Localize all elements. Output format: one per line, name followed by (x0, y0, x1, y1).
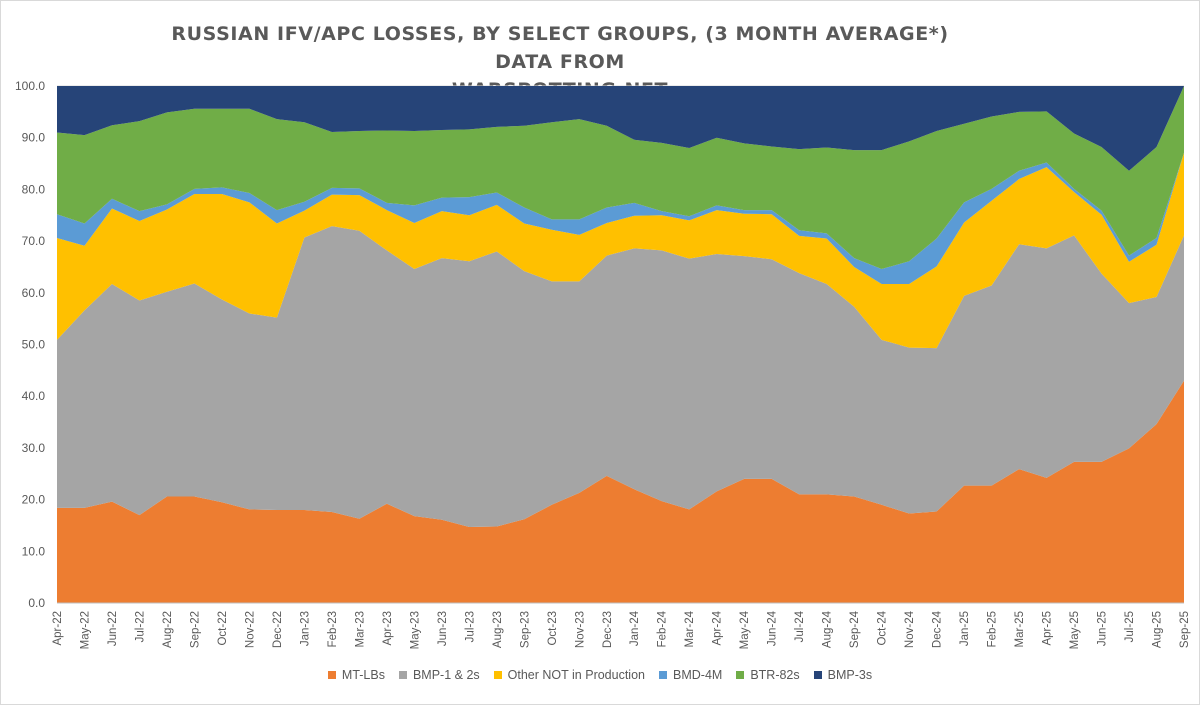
legend-item-other-not-in-production: Other NOT in Production (493, 668, 645, 682)
legend-item-bmd-4m: BMD-4M (659, 668, 722, 682)
x-tick-label: Feb-24 (657, 610, 669, 647)
y-tick-label: 40.0 (22, 389, 46, 403)
x-tick-label: Mar-23 (354, 611, 366, 647)
legend-swatch (327, 671, 336, 679)
x-tick-label: Jun-25 (1097, 611, 1109, 646)
legend-swatch (493, 671, 502, 679)
x-tick-label: Aug-22 (162, 611, 174, 648)
x-tick-label: Oct-23 (547, 611, 559, 646)
y-tick-label: 60.0 (22, 286, 46, 300)
stacked-areas (57, 86, 1184, 603)
area-mt-lbs (57, 380, 1184, 603)
x-tick-label: Jan-25 (959, 611, 971, 646)
legend-swatch (736, 671, 745, 679)
y-tick-label: 10.0 (22, 544, 46, 558)
x-tick-label: May-22 (79, 611, 91, 649)
x-tick-label: Dec-24 (932, 610, 944, 648)
x-tick-label: Feb-25 (987, 611, 999, 647)
y-axis-ticks: 0.0 10.0 20.0 30.0 40.0 50.0 60.0 70.0 80.0 90.0 1… (15, 79, 45, 610)
y-tick-label: 70.0 (22, 234, 46, 248)
x-tick-label: Nov-23 (574, 611, 586, 648)
x-tick-label: Sep-22 (189, 611, 201, 648)
legend-swatch (398, 671, 407, 679)
legend-swatch (659, 671, 667, 679)
x-tick-label: May-24 (739, 610, 751, 649)
x-tick-label: Mar-24 (684, 610, 696, 647)
legend-swatch (813, 671, 822, 679)
area-other-not-in-production (57, 152, 1184, 349)
x-axis-ticks: Apr-22 May-22 Jun-22 Jul-22 Aug-22 Sep-22 Oct-… (52, 610, 1191, 649)
x-tick-label: Dec-22 (272, 611, 284, 648)
legend-label: BMP-1 & 2s (412, 668, 480, 682)
x-tick-label: Mar-25 (1014, 611, 1026, 647)
x-tick-label: Jul-25 (1124, 611, 1136, 642)
x-tick-label: May-23 (409, 611, 421, 649)
x-tick-label: Jul-24 (794, 610, 806, 642)
x-tick-label: May-25 (1069, 611, 1081, 649)
x-tick-label: Aug-23 (492, 611, 504, 648)
x-tick-label: Nov-24 (904, 610, 916, 648)
x-tick-label: Apr-23 (382, 611, 394, 646)
x-tick-label: Sep-25 (1179, 611, 1191, 648)
x-tick-label: Oct-22 (217, 611, 229, 646)
x-tick-label: Jun-23 (437, 611, 449, 646)
y-tick-label: 0.0 (28, 596, 45, 610)
x-tick-label: Sep-23 (519, 611, 531, 648)
x-tick-label: Apr-22 (52, 611, 64, 646)
x-tick-label: Jul-23 (464, 611, 476, 642)
legend-item-bmp-1-2s: BMP-1 & 2s (398, 668, 480, 682)
x-tick-label: Nov-22 (244, 611, 256, 648)
x-tick-label: Oct-24 (877, 610, 889, 645)
y-tick-label: 90.0 (22, 131, 46, 145)
legend-label: MT-LBs (341, 668, 385, 682)
area-bmp-1-2s (57, 226, 1184, 528)
x-tick-label: Apr-24 (712, 610, 724, 645)
legend-label: Other NOT in Production (507, 668, 645, 682)
legend-item-mt-lbs: MT-LBs (327, 668, 385, 682)
legend-label: BMD-4M (673, 668, 723, 682)
x-tick-label: Aug-25 (1152, 611, 1164, 648)
x-tick-label: Sep-24 (849, 610, 861, 648)
x-tick-label: Apr-25 (1042, 611, 1054, 646)
y-tick-label: 80.0 (22, 182, 46, 196)
x-tick-label: Dec-23 (602, 611, 614, 648)
x-tick-label: Jun-22 (107, 611, 119, 646)
legend: MT-LBs BMP-1 & 2s Other NOT in Production B… (0, 668, 1200, 682)
y-tick-label: 50.0 (22, 338, 46, 352)
legend-label: BTR-82s (750, 668, 800, 682)
y-tick-label: 100.0 (15, 79, 45, 93)
x-tick-label: Jul-22 (134, 611, 146, 642)
legend-label: BMP-3s (827, 668, 873, 682)
y-tick-label: 20.0 (22, 493, 46, 507)
area-bmd-4m (57, 152, 1184, 285)
x-tick-label: Jan-24 (629, 610, 641, 646)
area-btr-82s (57, 86, 1184, 270)
chart-title-line-1: RUSSIAN IFV/APC LOSSES, BY SELECT GROUPS… (171, 23, 949, 73)
x-tick-label: Feb-23 (327, 611, 339, 647)
area-bmp-3s (57, 86, 1184, 171)
x-tick-label: Jun-24 (767, 610, 779, 646)
legend-item-btr-82s: BTR-82s (736, 668, 800, 682)
x-tick-label: Jan-23 (299, 611, 311, 646)
x-tick-label: Aug-24 (822, 610, 834, 648)
legend-item-bmp-3s: BMP-3s (813, 668, 873, 682)
y-tick-label: 30.0 (22, 441, 46, 455)
